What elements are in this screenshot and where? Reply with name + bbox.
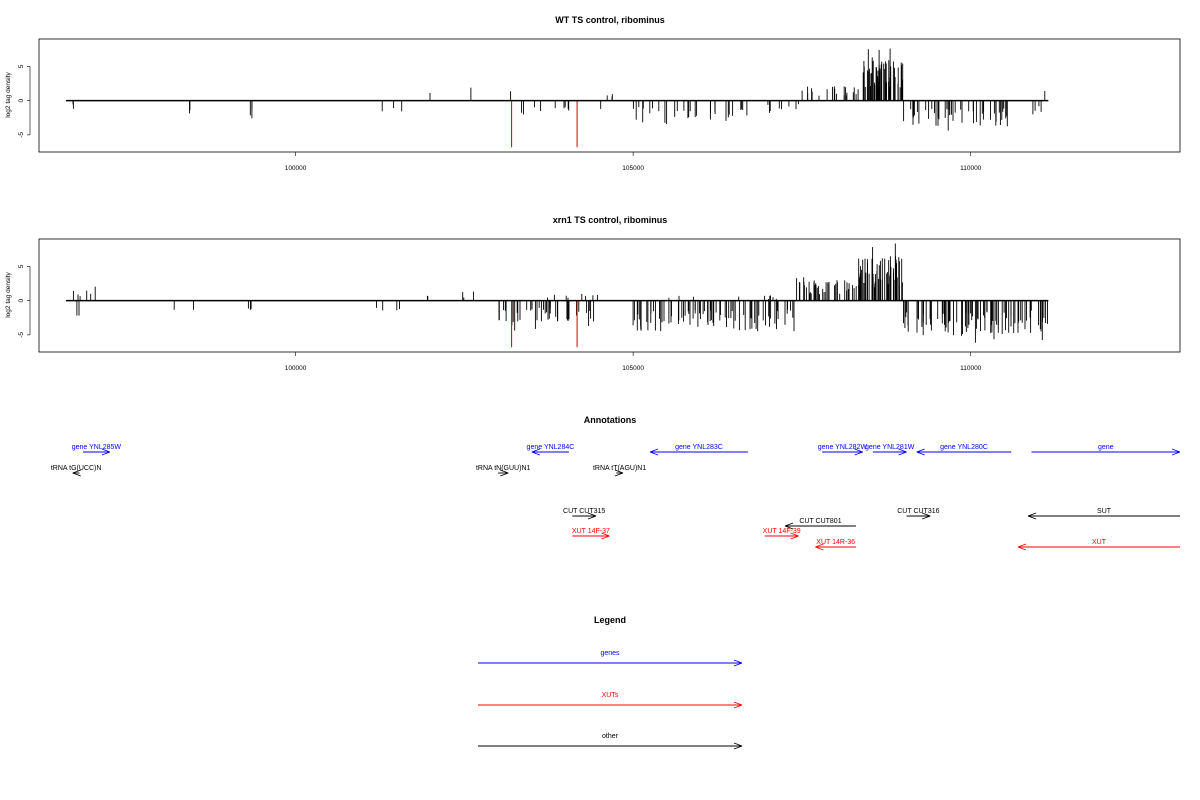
annotation-arrow (916, 448, 1012, 456)
annotation-arrow (1027, 512, 1180, 520)
wt-density-bars (66, 48, 1049, 148)
annotation-label: CUT CUT316 (897, 508, 939, 515)
annotation-features: gene YNL285W tRNA tG(UCC)N tRNA tN(GUU)N1 g… (51, 444, 1181, 551)
xrn1-y-axis-label: log2 tag density (5, 271, 12, 317)
legend-arrow-gene (478, 659, 743, 667)
annotation-arrow (872, 448, 907, 456)
xrn1-y-tick-label: -5 (18, 332, 25, 338)
wt-x-axis: 100000 105000 110000 (285, 152, 982, 172)
wt-y-tick-label: -5 (18, 132, 25, 138)
annotation-arrow (614, 469, 624, 477)
xrn1-density-panel: xrn1 TS control, ribominus log2 tag dens… (5, 215, 1181, 372)
annotation-arrow (822, 448, 863, 456)
legend-title: Legend (594, 615, 626, 625)
wt-density-panel: WT TS control, ribominus log2 tag densit… (5, 15, 1181, 172)
xrn1-panel-title: xrn1 TS control, ribominus (553, 215, 668, 225)
annotation-label: tRNA tN(GUU)N1 (476, 465, 531, 472)
legend-label: other (602, 733, 619, 740)
legend-arrow-xut (478, 701, 743, 709)
annotations-panel: Annotations gene YNL285W tRNA tG(UCC)N tRN… (51, 415, 1181, 551)
legend-panel: Legend genes XUTs other (478, 615, 743, 750)
wt-panel-title: WT TS control, ribominus (555, 15, 665, 25)
wt-y-axis: -5 0 5 (18, 64, 31, 138)
legend-label: XUTs (602, 692, 619, 699)
annotations-title: Annotations (584, 415, 637, 425)
wt-x-tick-label: 110000 (960, 165, 982, 172)
xrn1-y-axis: -5 0 5 (18, 264, 31, 338)
annotation-label: CUT CUT315 (563, 508, 605, 515)
annotation-arrow (1017, 543, 1180, 551)
annotation-arrow (815, 543, 856, 551)
annotation-label: gene YNL280C (940, 444, 988, 451)
annotation-label: gene YNL285W (72, 444, 122, 451)
annotation-label: gene YNL282W (818, 444, 868, 451)
annotation-label: gene YNL281W (865, 444, 915, 451)
annotation-label: gene YNL283C (675, 444, 723, 451)
xrn1-x-tick-label: 110000 (960, 365, 982, 372)
xrn1-plot-frame (38, 238, 1181, 353)
annotation-arrow (784, 522, 856, 530)
annotation-arrow (906, 512, 931, 520)
annotation-label: XUT (1092, 539, 1107, 546)
legend-entries: genes XUTs other (478, 650, 743, 750)
annotation-label: XUT 14R-36 (816, 539, 855, 546)
xrn1-density-bars (66, 243, 1049, 348)
wt-x-tick-label: 100000 (285, 165, 307, 172)
annotation-arrow (72, 469, 81, 477)
annotation-label: tRNA tG(UCC)N (51, 465, 102, 472)
annotation-arrow (531, 448, 569, 456)
annotation-arrow (572, 532, 610, 540)
annotation-arrow (498, 469, 509, 477)
annotation-label: XUT 14F-37 (572, 528, 610, 535)
xrn1-y-tick-label: 5 (18, 264, 25, 268)
xrn1-x-tick-label: 105000 (622, 365, 644, 372)
annotation-label: XUT 14F-39 (763, 528, 801, 535)
annotation-arrow (764, 532, 799, 540)
annotation-arrow (649, 448, 748, 456)
wt-x-tick-label: 105000 (622, 165, 644, 172)
wt-y-axis-label: log2 tag density (5, 71, 12, 117)
xrn1-x-axis: 100000 105000 110000 (285, 352, 982, 372)
wt-y-tick-label: 0 (18, 98, 25, 102)
xrn1-y-tick-label: 0 (18, 298, 25, 302)
annotation-label: gene (1098, 444, 1114, 451)
annotation-arrow (572, 512, 597, 520)
wt-y-tick-label: 5 (18, 64, 25, 68)
annotation-label: CUT CUT801 (799, 518, 841, 525)
annotation-arrow (1031, 448, 1181, 456)
annotation-label: SUT (1097, 508, 1112, 515)
wt-plot-frame (38, 38, 1181, 153)
xrn1-x-tick-label: 100000 (285, 365, 307, 372)
legend-arrow-other (478, 742, 743, 750)
legend-label: genes (600, 650, 620, 657)
annotation-arrow (82, 448, 111, 456)
annotation-label: tRNA tT(AGU)N1 (593, 465, 646, 472)
annotation-label: gene YNL284C (527, 444, 575, 451)
